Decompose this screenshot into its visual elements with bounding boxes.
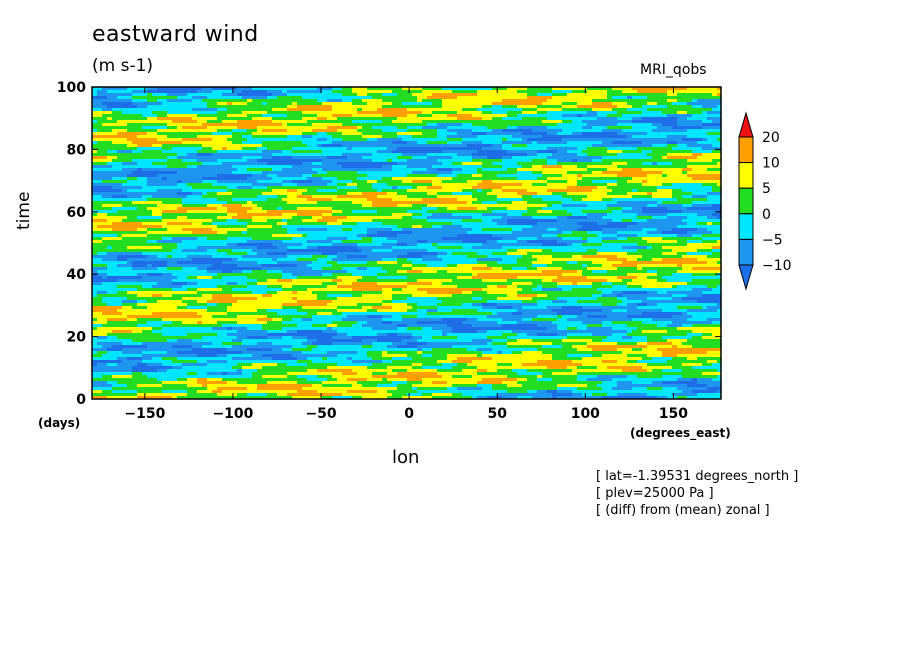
colorbar-label: 5	[762, 181, 771, 197]
x-tick-label: 100	[571, 406, 600, 422]
colorbar-extend-bottom	[738, 264, 754, 291]
model-name: MRI_qobs	[640, 62, 707, 78]
plot-notes: [ lat=-1.39531 degrees_north ] [ plev=25…	[596, 468, 798, 519]
note-latitude: [ lat=-1.39531 degrees_north ]	[596, 469, 799, 484]
x-axis-unit: (degrees_east)	[630, 426, 731, 440]
y-axis-unit: (days)	[38, 416, 81, 430]
x-tick-label: 0	[404, 406, 414, 422]
x-tick-label: −50	[305, 406, 336, 422]
colorbar-box	[738, 238, 754, 266]
x-tick-label: 150	[659, 406, 688, 422]
y-tick-label: 40	[67, 267, 87, 283]
heatmap-field	[92, 87, 722, 400]
colorbar-label: 0	[762, 207, 771, 223]
y-tick-label: 100	[57, 80, 86, 96]
colorbar-extend-top	[738, 111, 754, 138]
x-tick-label: −100	[212, 406, 253, 422]
colorbar-label: 10	[762, 156, 780, 172]
y-tick-label: 0	[76, 392, 86, 408]
colorbar-box	[738, 187, 754, 215]
x-tick-label: 50	[487, 406, 507, 422]
colorbar-box	[738, 162, 754, 189]
x-tick-label: −150	[124, 406, 165, 422]
note-pressure-level: [ plev=25000 Pa ]	[596, 486, 714, 501]
x-axis-title: lon	[392, 447, 420, 468]
colorbar-box	[738, 213, 754, 240]
colorbar-label: −10	[762, 258, 792, 274]
plot-frame	[91, 86, 722, 400]
y-tick-label: 20	[67, 330, 87, 346]
chart-units: (m s-1)	[92, 56, 154, 76]
note-diff: [ (diff) from (mean) zonal ]	[596, 503, 770, 518]
y-tick-label: 60	[67, 205, 87, 221]
colorbar-box	[738, 136, 754, 164]
chart-title: eastward wind	[92, 22, 259, 47]
colorbar-label: −5	[762, 232, 783, 248]
y-tick-label: 80	[67, 142, 87, 158]
colorbar-label: 20	[762, 130, 780, 146]
